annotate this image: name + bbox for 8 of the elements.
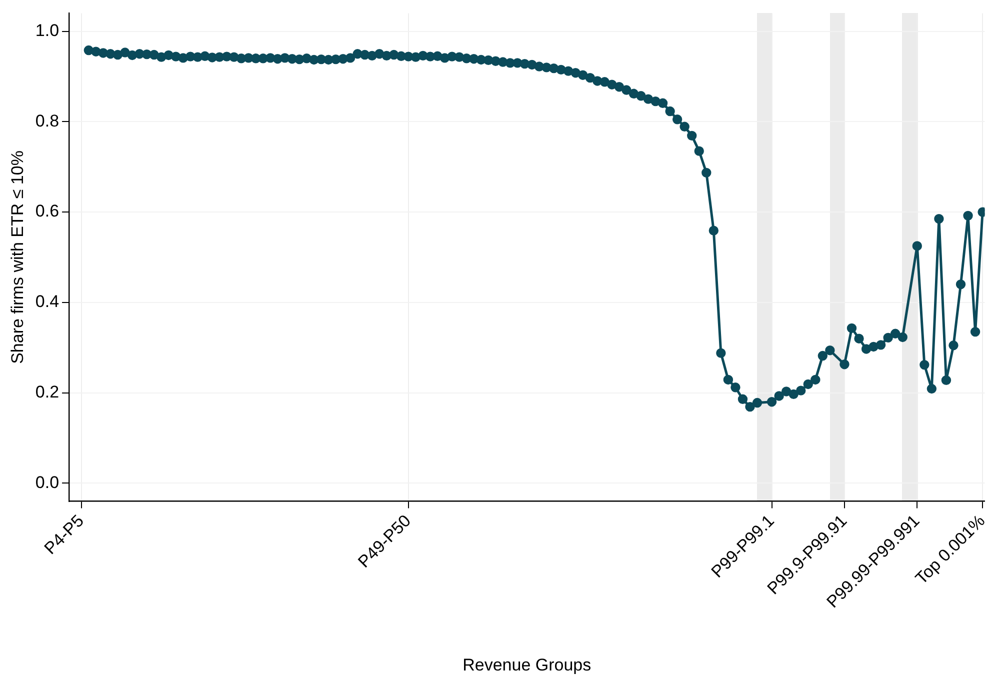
- y-tick-label: 0.2: [35, 382, 60, 402]
- y-axis-title: Share firms with ETR ≤ 10%: [8, 150, 27, 364]
- y-tick-label: 1.0: [35, 20, 60, 40]
- y-tick-label: 0.6: [35, 202, 60, 221]
- y-tick-label: 0.4: [35, 292, 60, 312]
- x-axis-title: Revenue Groups: [462, 655, 592, 674]
- y-tick-label: 0.8: [35, 111, 60, 130]
- y-tick-label: 0.0: [35, 472, 60, 492]
